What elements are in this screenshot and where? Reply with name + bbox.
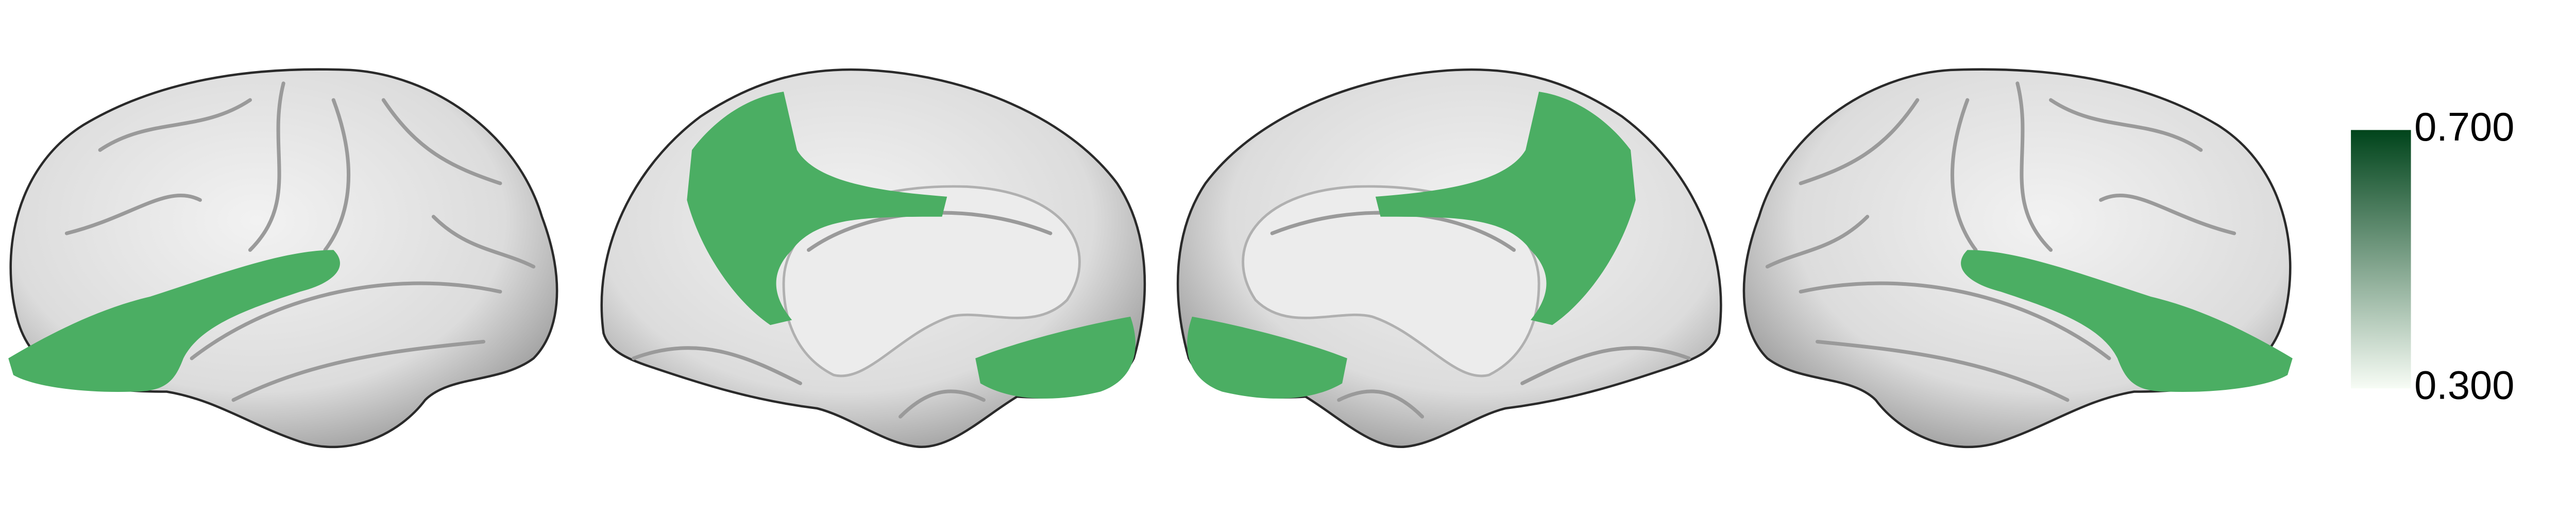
colorbar-min-label: 0.300 xyxy=(2414,364,2514,408)
brain-left-lateral xyxy=(8,70,557,447)
brain-left-medial xyxy=(602,70,1145,447)
brain-right-lateral xyxy=(1744,70,2293,447)
brain-right-medial xyxy=(1178,70,1721,447)
colorbar-max-label: 0.700 xyxy=(2414,105,2514,149)
colorbar xyxy=(2351,130,2411,389)
